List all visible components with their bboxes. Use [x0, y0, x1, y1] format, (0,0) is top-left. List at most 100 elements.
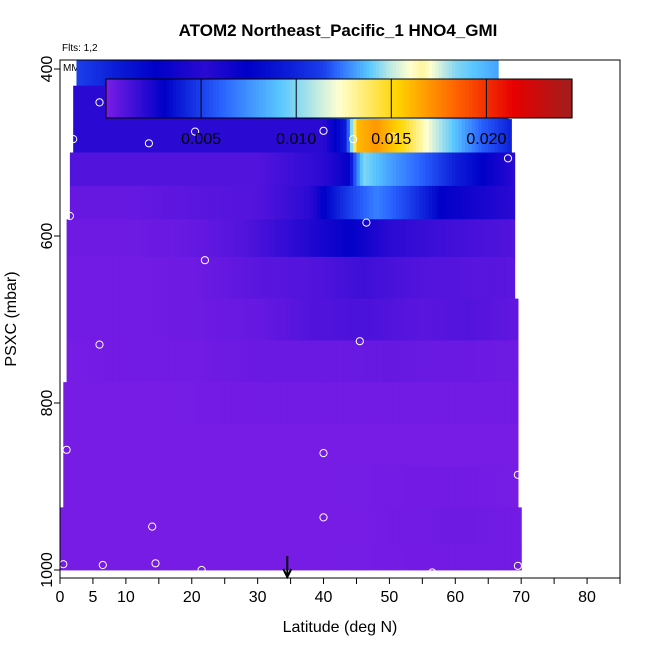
heatmap-cell	[122, 544, 127, 571]
heatmap-cell	[445, 256, 450, 300]
heatmap-cell	[455, 119, 460, 153]
heatmap-cell	[438, 152, 443, 187]
heatmap-cell	[326, 298, 331, 341]
heatmap-cell	[366, 465, 371, 508]
colorbar-swatch	[492, 79, 497, 118]
heatmap-cell	[191, 256, 196, 300]
heatmap-cell	[494, 465, 499, 508]
heatmap-cell	[109, 152, 114, 187]
heatmap-cell	[284, 298, 288, 341]
heatmap-cell	[122, 60, 127, 87]
heatmap-cell	[152, 256, 157, 300]
heatmap-cell	[155, 544, 160, 571]
heatmap-cell	[96, 60, 101, 87]
heatmap-cell	[330, 465, 335, 508]
heatmap-cell	[504, 507, 509, 546]
heatmap-cell	[369, 465, 374, 508]
heatmap-cell	[274, 340, 279, 383]
heatmap-cell	[389, 256, 394, 300]
heatmap-cell	[83, 152, 87, 187]
data-point	[349, 135, 358, 144]
heatmap-cell	[244, 340, 249, 383]
heatmap-cell	[458, 219, 463, 258]
heatmap-cell	[102, 465, 107, 508]
heatmap-cell	[142, 152, 147, 187]
heatmap-cell	[181, 423, 186, 467]
heatmap-cell	[244, 0, 248, 7]
heatmap-cell	[379, 152, 384, 187]
heatmap-cell	[508, 152, 512, 187]
heatmap-cell	[116, 544, 120, 571]
heatmap-cell	[452, 340, 456, 383]
heatmap-cell	[139, 544, 143, 571]
heatmap-cell	[89, 60, 94, 87]
heatmap-cell	[435, 340, 440, 383]
heatmap-cell	[277, 152, 282, 187]
heatmap-cell	[165, 185, 170, 220]
heatmap-cell	[155, 119, 160, 153]
heatmap-cell	[316, 152, 321, 187]
heatmap-cell	[109, 0, 113, 7]
heatmap-cell	[185, 544, 190, 571]
heatmap-cell	[270, 256, 275, 300]
heatmap-cell	[399, 185, 404, 220]
heatmap-cell	[254, 185, 259, 220]
heatmap-cell	[221, 256, 226, 300]
heatmap-cell	[475, 119, 479, 153]
heatmap-cell	[158, 382, 163, 425]
colorbar-swatch	[515, 79, 520, 118]
heatmap-cell	[494, 152, 499, 187]
heatmap-cell	[369, 256, 374, 300]
heatmap-cell	[290, 382, 295, 425]
heatmap-cell	[435, 60, 440, 87]
heatmap-cell	[363, 423, 367, 467]
heatmap-cell	[241, 152, 246, 187]
heatmap-cell	[333, 423, 338, 467]
colorbar-swatch	[135, 79, 140, 118]
heatmap-cell	[316, 119, 321, 153]
heatmap-cell	[188, 423, 193, 467]
colorbar-swatch	[442, 79, 447, 118]
x-tick-label: 10	[117, 589, 135, 606]
colorbar-swatch	[562, 79, 566, 118]
heatmap-cell	[445, 382, 450, 425]
heatmap-cell	[162, 185, 167, 220]
heatmap-cell	[419, 298, 423, 341]
heatmap-cell	[158, 298, 163, 341]
heatmap-cell	[221, 544, 226, 571]
heatmap-cell	[96, 152, 101, 187]
heatmap-cell	[280, 507, 285, 546]
heatmap-cell	[214, 119, 219, 153]
heatmap-cell	[214, 60, 219, 87]
heatmap-cell	[455, 423, 460, 467]
heatmap-cell	[241, 382, 246, 425]
heatmap-cell	[405, 465, 410, 508]
heatmap-cell	[228, 298, 232, 341]
heatmap-cell	[260, 152, 265, 187]
heatmap-cell	[195, 219, 199, 258]
heatmap-cell	[271, 0, 275, 7]
x-tick-label: 30	[249, 589, 267, 606]
heatmap-cell	[192, 0, 196, 7]
heatmap-cell	[284, 465, 288, 508]
heatmap-cell	[152, 152, 157, 187]
heatmap-cell	[409, 382, 414, 425]
heatmap-cell	[188, 0, 192, 7]
heatmap-cell	[211, 119, 216, 153]
heatmap-cell	[129, 185, 134, 220]
heatmap-cell	[119, 507, 124, 546]
heatmap-cell	[86, 340, 91, 383]
heatmap-cell	[511, 298, 516, 341]
heatmap-cell	[448, 185, 453, 220]
heatmap-cell	[372, 256, 377, 300]
heatmap-cell	[116, 465, 120, 508]
data-point	[95, 98, 104, 107]
colorbar-swatch	[552, 79, 556, 118]
heatmap-cell	[432, 219, 437, 258]
heatmap-cell	[188, 185, 193, 220]
heatmap-cell	[125, 507, 130, 546]
heatmap-cell	[228, 465, 232, 508]
heatmap-cell	[310, 256, 315, 300]
heatmap-cell	[389, 60, 394, 87]
heatmap-cell	[392, 423, 397, 467]
